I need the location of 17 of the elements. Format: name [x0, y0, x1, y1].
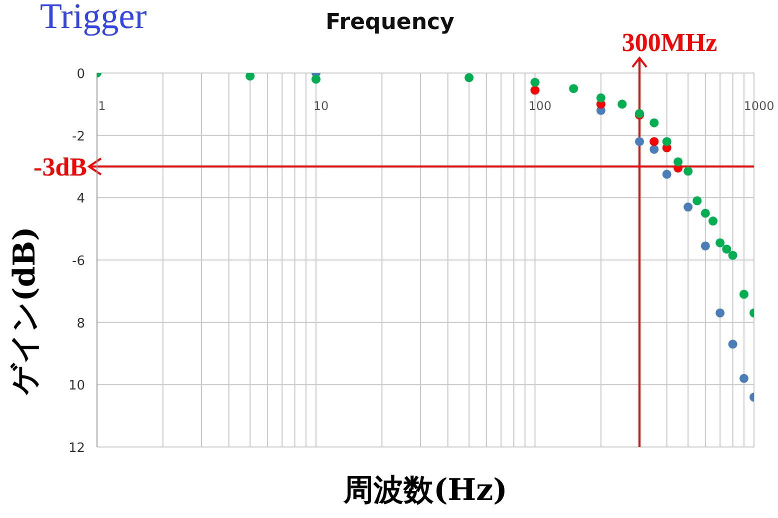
text: Trigger [40, 0, 147, 36]
y-tick-label: -2 [72, 129, 85, 144]
x-tick-label: 100 [528, 99, 552, 113]
x-axis-title: 周波数(Hz) [342, 472, 508, 510]
y-tick-label: -6 [72, 254, 85, 269]
y-axis-title: ゲイン(dB) [6, 226, 44, 394]
y-tick-label: 12 [68, 441, 85, 456]
ref-line-label: -3dB [34, 152, 87, 182]
x-tick-label: 1000 [744, 99, 774, 113]
y-tick-label: 10 [68, 378, 85, 394]
x-tick-label: 10 [313, 99, 329, 113]
x-tick-label: 1 [98, 99, 106, 113]
ref-line-label: 300MHz [622, 28, 718, 57]
y-tick-label: 8 [76, 316, 85, 332]
y-tick-label: 4 [76, 192, 85, 207]
y-tick-label: 0 [76, 67, 85, 82]
chart-title: Frequency [324, 10, 456, 35]
